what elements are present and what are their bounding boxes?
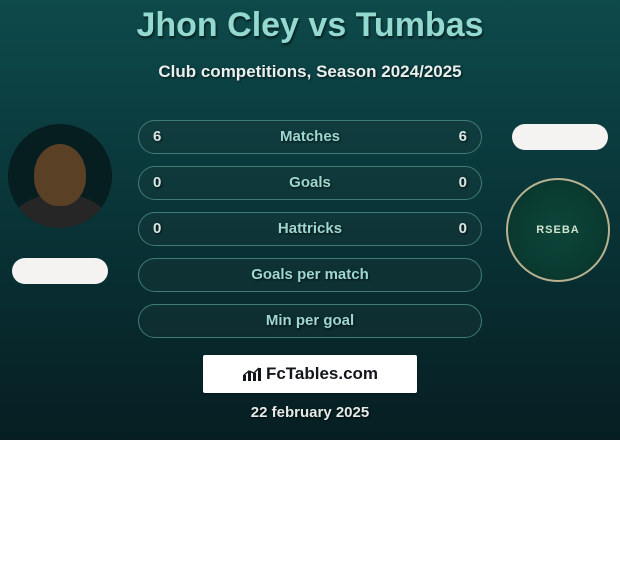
stat-row: Min per goal (138, 304, 482, 338)
comparison-card: Jhon Cley vs Tumbas Club competitions, S… (0, 0, 620, 440)
stat-row: Goals per match (138, 258, 482, 292)
stat-right-value: 6 (459, 121, 467, 153)
player-left-avatar (8, 124, 112, 228)
stat-row: 0 Goals 0 (138, 166, 482, 200)
stat-label: Goals (139, 167, 481, 199)
date-text: 22 february 2025 (0, 404, 620, 421)
player-left-club-pill (12, 258, 108, 284)
stats-list: 6 Matches 6 0 Goals 0 0 Hattricks 0 Goal… (138, 120, 482, 350)
stat-label: Hattricks (139, 213, 481, 245)
stat-right-value: 0 (459, 213, 467, 245)
stat-label: Goals per match (139, 259, 481, 291)
brand-text: FcTables.com (266, 364, 378, 384)
stat-label: Min per goal (139, 305, 481, 337)
brand-badge[interactable]: FcTables.com (203, 355, 417, 393)
player-right-club-pill (512, 124, 608, 150)
crest-text: RSEBA (536, 224, 580, 236)
stat-right-value: 0 (459, 167, 467, 199)
bar-chart-icon (242, 366, 262, 382)
player-right-crest: RSEBA (506, 178, 610, 282)
page-title: Jhon Cley vs Tumbas (0, 6, 620, 45)
subtitle: Club competitions, Season 2024/2025 (0, 62, 620, 82)
stat-left-value: 0 (153, 213, 161, 245)
stat-row: 0 Hattricks 0 (138, 212, 482, 246)
avatar-head (34, 144, 86, 206)
stat-left-value: 0 (153, 167, 161, 199)
stat-row: 6 Matches 6 (138, 120, 482, 154)
stat-label: Matches (139, 121, 481, 153)
stat-left-value: 6 (153, 121, 161, 153)
